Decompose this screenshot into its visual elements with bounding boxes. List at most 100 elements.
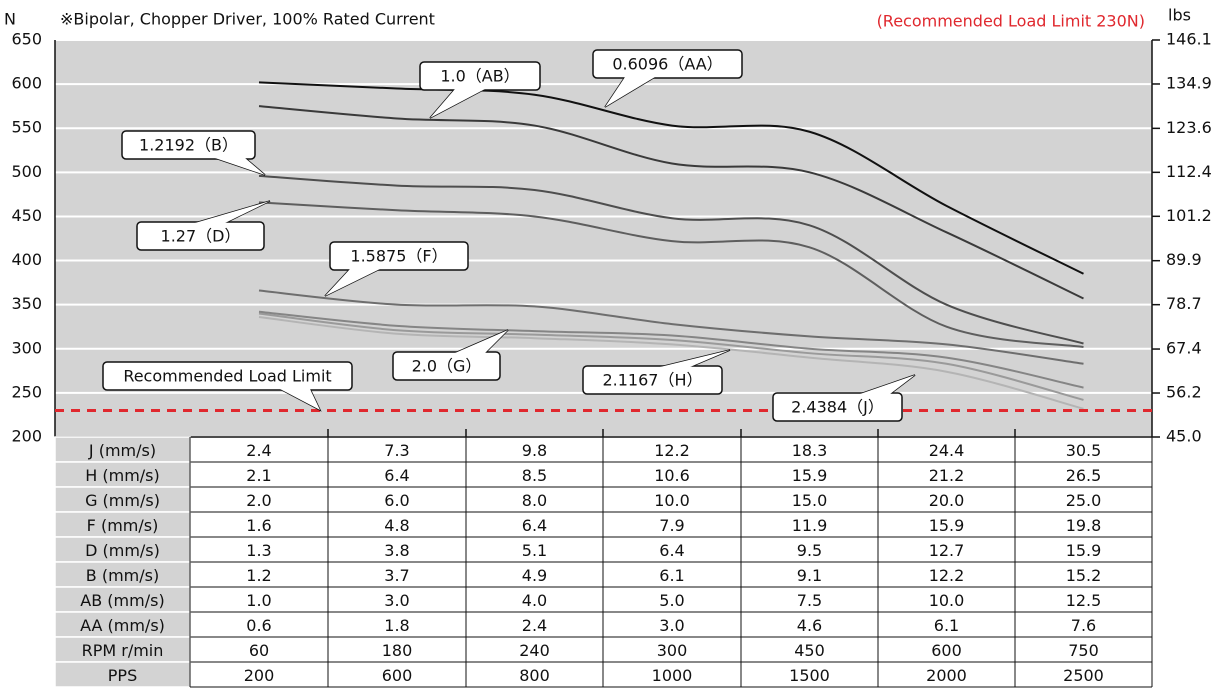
callout-label: 2.4384（J） bbox=[791, 398, 884, 417]
table-cell: 600 bbox=[382, 666, 413, 685]
callout: 1.0（AB） bbox=[419, 61, 541, 119]
table-cell: 6.4 bbox=[384, 466, 409, 485]
y-tick-label: 650 bbox=[11, 30, 42, 49]
callout-join bbox=[325, 269, 380, 296]
table-cell: 15.9 bbox=[1066, 541, 1102, 560]
callout-join bbox=[660, 350, 730, 367]
callout-join bbox=[280, 389, 320, 410]
callout-join bbox=[455, 330, 508, 353]
y-tick-label: 250 bbox=[11, 382, 42, 401]
table-cell: 15.2 bbox=[1066, 566, 1102, 585]
table-cell: 21.2 bbox=[929, 466, 965, 485]
callout-label: 1.5875（F） bbox=[350, 247, 447, 266]
table-cell: 10.0 bbox=[654, 491, 690, 510]
table-cell: 2.1 bbox=[246, 466, 271, 485]
y-tick-label: 350 bbox=[11, 294, 42, 313]
table-cell: 1.2 bbox=[246, 566, 271, 585]
table-cell: 12.2 bbox=[929, 566, 965, 585]
callout-label: Recommended Load Limit bbox=[123, 367, 331, 386]
y-axis-label: N bbox=[4, 10, 16, 29]
table-cell: 3.0 bbox=[384, 591, 409, 610]
series-line bbox=[258, 316, 1084, 410]
y2-tick-label: 78.7 bbox=[1166, 294, 1202, 313]
callout: 2.1167（H） bbox=[582, 349, 731, 395]
table-cell: 6.4 bbox=[522, 516, 547, 535]
table-cell: 3.8 bbox=[384, 541, 409, 560]
table-cell: 4.8 bbox=[384, 516, 409, 535]
callout-box bbox=[121, 130, 256, 160]
table-cell: 6.0 bbox=[384, 491, 409, 510]
table-cell: 750 bbox=[1068, 641, 1099, 660]
row-header: PPS bbox=[108, 666, 137, 685]
table-cell: 60 bbox=[249, 641, 269, 660]
y-tick-label: 200 bbox=[11, 427, 42, 446]
callout-box bbox=[102, 361, 353, 391]
row-header: J (mm/s) bbox=[88, 441, 156, 460]
table-cell: 7.6 bbox=[1071, 616, 1096, 635]
chart-title: ※Bipolar, Chopper Driver, 100% Rated Cur… bbox=[60, 10, 435, 29]
table-cell: 24.4 bbox=[929, 441, 965, 460]
callout-box bbox=[582, 365, 723, 395]
table-cell: 180 bbox=[382, 641, 413, 660]
y2-tick-label: 67.4 bbox=[1166, 339, 1202, 358]
callout: 0.6096（AA） bbox=[592, 49, 743, 108]
table-cell: 1.8 bbox=[384, 616, 409, 635]
callout-box bbox=[772, 392, 903, 422]
y2-tick-label: 45.0 bbox=[1166, 427, 1202, 446]
table-cell: 8.5 bbox=[522, 466, 547, 485]
row-header: B (mm/s) bbox=[86, 566, 159, 585]
table-cell: 15.9 bbox=[929, 516, 965, 535]
table-cell: 6.4 bbox=[659, 541, 684, 560]
table-cell: 2000 bbox=[926, 666, 967, 685]
chart-subtitle: (Recommended Load Limit 230N) bbox=[877, 12, 1145, 31]
table-cell: 7.9 bbox=[659, 516, 684, 535]
row-header-cell bbox=[54, 436, 191, 463]
y2-tick-label: 112.4 bbox=[1166, 162, 1212, 181]
table-cell: 1500 bbox=[789, 666, 830, 685]
series-line bbox=[258, 312, 1084, 401]
table-cell: 3.0 bbox=[659, 616, 684, 635]
series-line bbox=[258, 105, 1084, 300]
table-cell: 1.6 bbox=[246, 516, 271, 535]
y2-tick-label: 101.2 bbox=[1166, 206, 1212, 225]
callout-join bbox=[215, 158, 265, 175]
table-cell: 5.1 bbox=[522, 541, 547, 560]
row-header: F (mm/s) bbox=[87, 516, 159, 535]
callout-box bbox=[392, 351, 501, 381]
series-line bbox=[258, 201, 1084, 349]
table-cell: 4.0 bbox=[522, 591, 547, 610]
table-cell: 2.0 bbox=[246, 491, 271, 510]
table-cell: 240 bbox=[519, 641, 550, 660]
y2-tick-label: 146.1 bbox=[1166, 30, 1212, 49]
table-cell: 800 bbox=[519, 666, 550, 685]
y-tick-label: 550 bbox=[11, 118, 42, 137]
callout-join bbox=[860, 375, 915, 394]
row-header: H (mm/s) bbox=[85, 466, 160, 485]
callout-join bbox=[430, 89, 485, 118]
table-cell: 450 bbox=[794, 641, 825, 660]
table-cell: 15.0 bbox=[792, 491, 828, 510]
table-cell: 8.0 bbox=[522, 491, 547, 510]
table-cell: 12.7 bbox=[929, 541, 965, 560]
table-cell: 30.5 bbox=[1066, 441, 1102, 460]
series-line bbox=[258, 289, 1084, 365]
table-cell: 0.6 bbox=[246, 616, 271, 635]
table-cell: 1000 bbox=[652, 666, 693, 685]
row-header: D (mm/s) bbox=[85, 541, 160, 560]
table-cell: 2.4 bbox=[246, 441, 271, 460]
callout: 2.4384（J） bbox=[772, 374, 916, 422]
table-cell: 2.4 bbox=[522, 616, 547, 635]
table-cell: 9.1 bbox=[797, 566, 822, 585]
row-header: RPM r/min bbox=[82, 641, 164, 660]
row-header-cell bbox=[54, 511, 191, 538]
table-cell: 5.0 bbox=[659, 591, 684, 610]
row-header: AB (mm/s) bbox=[80, 591, 164, 610]
table-cell: 4.9 bbox=[522, 566, 547, 585]
table-cell: 9.5 bbox=[797, 541, 822, 560]
table-cell: 11.9 bbox=[792, 516, 828, 535]
table-cell: 6.1 bbox=[934, 616, 959, 635]
y2-axis-label: lbs bbox=[1168, 6, 1191, 25]
table-cell: 6.1 bbox=[659, 566, 684, 585]
y-tick-label: 400 bbox=[11, 250, 42, 269]
series-line bbox=[258, 81, 1084, 275]
